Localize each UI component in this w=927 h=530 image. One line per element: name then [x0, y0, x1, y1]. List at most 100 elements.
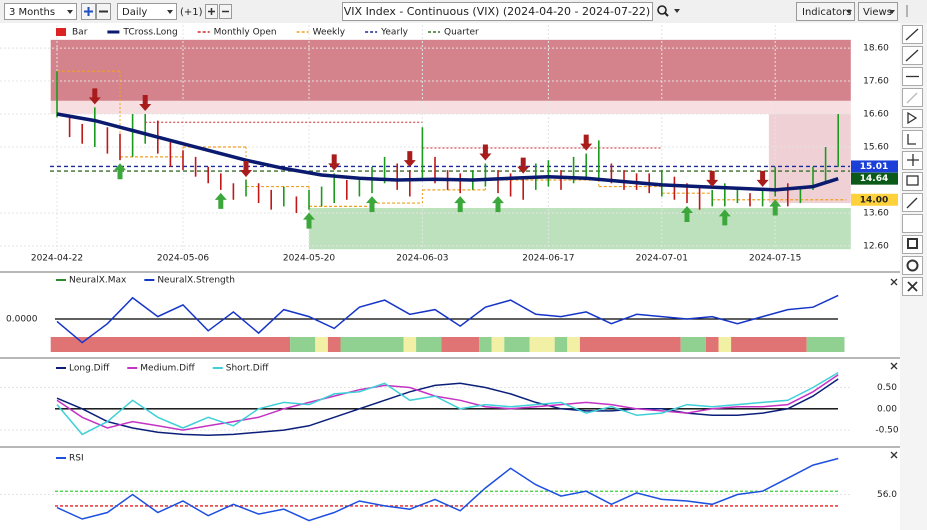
state-cell — [50, 337, 291, 352]
tool-text[interactable] — [902, 214, 923, 233]
tool-column — [900, 23, 927, 530]
buy-arrow — [214, 192, 227, 209]
state-cell — [554, 337, 568, 352]
icon-circle — [906, 259, 919, 272]
sell-arrow — [517, 157, 530, 174]
zone — [309, 208, 851, 250]
plus-icon — [208, 8, 215, 15]
y-tick-label: 17.60 — [863, 77, 889, 87]
icon-line — [905, 28, 919, 41]
dropdown-arrow — [67, 10, 73, 14]
y-tick-label: 0.50 — [877, 383, 897, 393]
legend-label: TCross.Long — [122, 28, 177, 38]
state-cell — [705, 337, 719, 352]
tool-icons — [905, 28, 919, 292]
state-cell — [491, 337, 505, 352]
icon-note — [906, 175, 919, 186]
indicators: Indicators — [802, 7, 851, 18]
price-label-box — [851, 172, 898, 185]
buy-arrow — [454, 196, 467, 213]
legend-label: NeuralX.Strength — [157, 276, 235, 286]
y-tick-label: -0.50 — [875, 426, 899, 436]
tool-fib[interactable] — [902, 109, 923, 128]
indicators-button[interactable] — [796, 2, 855, 21]
x-tick-label: 2024-07-15 — [749, 254, 801, 264]
state-cell — [579, 337, 681, 352]
state-cell — [479, 337, 492, 352]
legend-label: Bar — [72, 28, 88, 38]
buy-arrow — [718, 209, 731, 226]
icon-delete — [907, 281, 918, 292]
views-button[interactable] — [858, 2, 898, 21]
icon-pen — [906, 92, 918, 104]
interval-select[interactable] — [117, 3, 177, 20]
state-cell — [315, 337, 328, 352]
dropdown-arrow — [674, 9, 680, 13]
offset: (+1) — [180, 7, 203, 18]
x-tick-label: 2024-05-06 — [157, 254, 210, 264]
buy-arrow — [366, 196, 378, 213]
series-line — [56, 457, 839, 522]
period-select[interactable] — [4, 3, 77, 20]
y-tick-label: 16.60 — [863, 110, 889, 120]
state-cell — [806, 337, 845, 352]
x-tick-label: 2024-04-22 — [31, 254, 83, 264]
close-rsi[interactable] — [890, 451, 898, 459]
tool-note[interactable] — [902, 172, 923, 191]
sell-arrow — [240, 160, 252, 177]
legend-label: RSI — [69, 454, 84, 464]
price-label-box — [851, 160, 898, 173]
price-label: 14.64 — [860, 174, 888, 184]
buy-arrow — [303, 212, 315, 229]
state-cell — [403, 337, 417, 352]
tool-circle[interactable] — [902, 256, 923, 275]
period: 3 Months — [9, 7, 55, 18]
search-icon[interactable] — [657, 5, 667, 15]
y-tick-label: 56.0 — [877, 490, 897, 500]
state-cell — [290, 337, 316, 352]
sell-arrow — [479, 144, 492, 161]
price-label-box — [851, 193, 898, 206]
icon-rect — [907, 238, 918, 249]
state-cell — [529, 337, 555, 352]
state-cell — [504, 337, 530, 352]
state-cell — [416, 337, 442, 352]
close-neuralx[interactable] — [890, 278, 898, 286]
y-tick-label: 13.60 — [863, 208, 889, 218]
icon-fib — [907, 111, 918, 125]
tool-fib2[interactable] — [902, 130, 923, 149]
zone — [50, 100, 851, 115]
sell-arrow — [580, 134, 593, 151]
x-tick-label: 2024-06-17 — [522, 254, 574, 264]
legend-label: Long.Diff — [69, 364, 110, 374]
interval: Daily — [122, 7, 147, 18]
search-handle — [664, 12, 669, 17]
zone — [50, 39, 851, 101]
state-cell — [680, 337, 706, 352]
icon-fan — [907, 154, 919, 166]
state-cell — [718, 337, 732, 352]
chart-title: VIX Index - Continuous (VIX) (2024-04-20… — [344, 5, 650, 18]
sell-arrow — [756, 170, 769, 187]
plus-icon — [84, 7, 93, 16]
x-tick-label: 2024-05-20 — [283, 254, 336, 264]
close-diff[interactable] — [890, 362, 898, 370]
state-cell — [340, 337, 404, 352]
series-line — [56, 294, 839, 344]
icon-fib2 — [907, 134, 916, 145]
series-line — [56, 374, 839, 431]
legend-label: NeuralX.Max — [69, 276, 127, 286]
x-tick-label: 2024-07-01 — [636, 254, 688, 264]
title-box[interactable] — [342, 2, 653, 21]
legend-label: Yearly — [380, 28, 409, 38]
tool-buttons — [902, 25, 923, 296]
legend-swatch — [56, 28, 66, 36]
icon-ray — [905, 49, 919, 62]
y-tick-label: 15.60 — [863, 143, 889, 153]
tcross-line — [56, 112, 839, 192]
buy-arrow — [114, 163, 126, 180]
legend-label: Weekly — [313, 28, 346, 38]
legend-label: Quarter — [444, 28, 479, 38]
state-cell — [327, 337, 341, 352]
